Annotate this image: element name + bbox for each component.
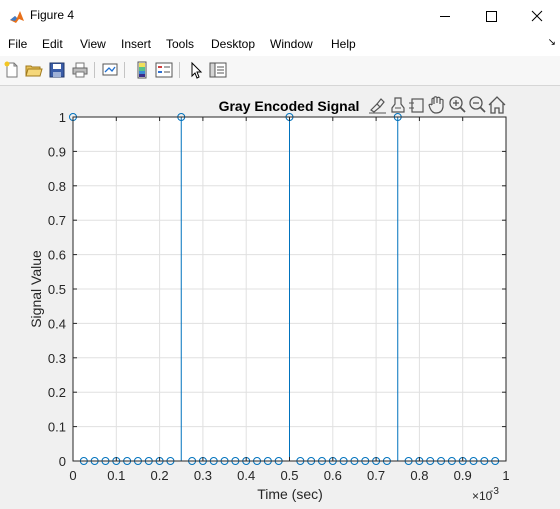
x-tick-labels: 0 0.1 0.2 0.3 0.4 0.5 0.6 0.7 0.8 0.9 1 [69,468,509,483]
zoom-out-icon[interactable] [469,96,486,113]
menu-desktop[interactable]: Desktop [211,37,256,51]
x-exponent-label: ×10 -3 [472,486,499,503]
axes-toolbar [369,96,506,114]
x-tick-label: 0.4 [237,468,255,483]
menu-file[interactable]: File [8,37,28,51]
new-figure-icon[interactable] [3,61,21,79]
toolbar-separator [94,62,95,78]
axes-box [72,116,507,462]
edit-plot-pointer-icon[interactable] [187,61,205,79]
menu-tools[interactable]: Tools [166,37,195,51]
chart-title: Gray Encoded Signal [219,98,360,114]
y-tick-labels: 0 0.1 0.2 0.3 0.4 0.5 0.6 0.7 0.8 0.9 1 [48,110,66,469]
stem-chart[interactable]: 0 0.1 0.2 0.3 0.4 0.5 0.6 0.7 0.8 0.9 1 0 0.1 0.2 0.3… [0,86,560,505]
colorbar-icon[interactable] [133,61,151,79]
minimize-icon [440,16,450,17]
title-bar: Figure 4 [0,0,560,33]
pan-hand-icon[interactable] [428,96,444,114]
zoom-in-icon[interactable] [449,96,466,113]
x-exponent-base: ×10 [472,489,493,503]
minimize-button[interactable] [422,0,468,33]
x-tick-label: 0.3 [194,468,212,483]
menu-overflow-arrow-icon[interactable]: ↘ [547,37,556,48]
x-tick-label: 1 [502,468,509,483]
window-title: Figure 4 [30,8,75,22]
x-tick-label: 0.1 [107,468,125,483]
y-tick-label: 0.8 [48,179,66,194]
menu-view[interactable]: View [80,37,106,51]
y-tick-label: 0.6 [48,248,66,263]
y-tick-label: 0.2 [48,385,66,400]
y-tick-label: 0.9 [48,144,66,159]
property-inspector-icon[interactable] [209,61,227,79]
maximize-button[interactable] [468,0,514,33]
y-tick-label: 0 [59,454,66,469]
figure-area: 0 0.1 0.2 0.3 0.4 0.5 0.6 0.7 0.8 0.9 1 0 0.1 0.2 0.3… [0,86,560,505]
menu-help[interactable]: Help [331,37,356,51]
link-plot-icon[interactable] [101,61,119,79]
x-tick-label: 0.5 [280,468,298,483]
y-tick-label: 1 [59,110,66,125]
x-tick-label: 0.9 [454,468,472,483]
y-tick-label: 0.1 [48,420,66,435]
x-exponent-power: -3 [490,486,499,497]
close-icon [531,10,543,22]
save-icon[interactable] [48,61,66,79]
x-tick-label: 0 [69,468,76,483]
y-axis-label: Signal Value [28,250,44,328]
matlab-app-icon [10,11,24,23]
x-tick-label: 0.7 [367,468,385,483]
menu-bar: File Edit View Insert Tools Desktop Wind… [0,33,560,56]
brush-icon[interactable] [369,98,386,114]
y-tick-label: 0.3 [48,351,66,366]
menu-window[interactable]: Window [270,37,313,51]
rotate-3d-icon[interactable] [409,98,424,113]
menu-edit[interactable]: Edit [42,37,63,51]
toolbar-separator [124,62,125,78]
toolbar-separator [179,62,180,78]
home-icon[interactable] [488,96,506,114]
data-tips-icon[interactable] [391,97,405,113]
figure-toolbar [0,56,560,86]
open-file-icon[interactable] [25,61,43,79]
y-tick-label: 0.4 [48,316,66,331]
y-tick-label: 0.7 [48,213,66,228]
x-tick-label: 0.6 [324,468,342,483]
y-tick-label: 0.5 [48,282,66,297]
legend-icon[interactable] [155,61,173,79]
x-tick-label: 0.8 [410,468,428,483]
x-tick-label: 0.2 [151,468,169,483]
print-icon[interactable] [71,61,89,79]
x-axis-label: Time (sec) [257,486,323,502]
maximize-icon [486,11,497,22]
menu-insert[interactable]: Insert [121,37,152,51]
axes-frame [72,116,507,462]
close-button[interactable] [514,0,560,33]
